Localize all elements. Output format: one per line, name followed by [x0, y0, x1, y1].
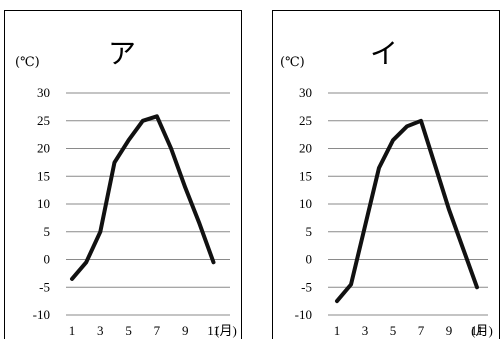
y-tick-label: 10 — [37, 196, 50, 211]
y-tick-label: 20 — [37, 141, 50, 156]
y-tick-label: 0 — [306, 252, 313, 267]
line-chart-i: 30 25 20 15 10 5 0 -5 -10 1 3 5 7 9 11(月) — [295, 85, 493, 338]
panel-frame — [4, 10, 242, 339]
x-tick-label: 9 — [446, 323, 453, 338]
y-tick-label: 5 — [44, 224, 51, 239]
panel-frame — [272, 10, 500, 339]
y-tick-label: 30 — [37, 85, 50, 100]
y-tick-label: 25 — [299, 113, 312, 128]
y-tick-label: -5 — [301, 279, 312, 294]
y-tick-label: 25 — [37, 113, 50, 128]
temperature-line — [335, 118, 479, 304]
y-tick-label: 15 — [37, 168, 50, 183]
chart-title: ア — [108, 37, 137, 70]
y-unit-label: (℃) — [280, 55, 305, 70]
y-tick-label: 5 — [306, 224, 313, 239]
x-unit-label: (月) — [471, 323, 493, 338]
y-tick-label: -10 — [33, 307, 50, 322]
x-tick-label: 11 — [207, 323, 220, 338]
x-tick-label: 11 — [471, 323, 484, 338]
y-tick-label: -5 — [39, 279, 50, 294]
x-tick-label: 7 — [418, 323, 425, 338]
chart-title: イ — [370, 37, 399, 70]
y-tick-label: 10 — [299, 196, 312, 211]
x-tick-label: 9 — [182, 323, 189, 338]
x-unit-label: (月) — [215, 323, 237, 338]
temperature-line — [70, 114, 216, 281]
x-tick-label: 1 — [334, 323, 341, 338]
chart-panel-i: イ (℃) 30 25 20 15 10 5 0 -5 -10 1 3 5 7 9 11 (月) — [272, 10, 500, 339]
y-unit-label: (℃) — [15, 55, 40, 70]
y-tick-label: 30 — [299, 85, 312, 100]
y-tick-label: 15 — [299, 168, 312, 183]
x-tick-label: 3 — [97, 323, 104, 338]
y-tick-label: 20 — [299, 141, 312, 156]
line-chart-a: 30 25 20 15 10 5 0 -5 -10 1 3 5 7 9 11(月) — [33, 85, 237, 338]
x-tick-label: 7 — [154, 323, 161, 338]
chart-panel-a: ア (℃) 30 25 20 15 10 5 0 -5 -10 1 3 5 7 9 11 (月) — [4, 10, 242, 339]
y-tick-label: 0 — [44, 252, 51, 267]
x-tick-label: 3 — [362, 323, 369, 338]
x-tick-label: 5 — [390, 323, 397, 338]
y-tick-label: -10 — [295, 307, 312, 322]
x-tick-label: 5 — [125, 323, 132, 338]
x-tick-label: 1 — [69, 323, 76, 338]
